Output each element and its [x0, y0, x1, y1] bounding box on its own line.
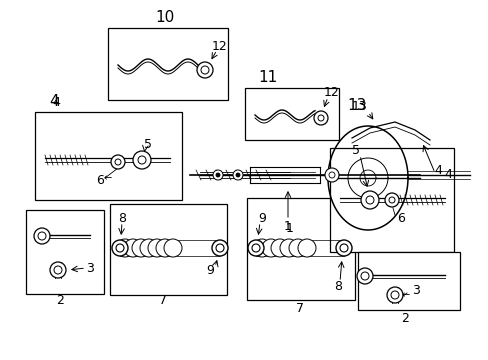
Text: 1: 1	[284, 220, 291, 233]
Text: 2: 2	[56, 293, 64, 306]
Text: ←: ←	[401, 290, 409, 300]
Circle shape	[213, 170, 223, 180]
Circle shape	[280, 239, 297, 257]
Text: 8: 8	[118, 211, 126, 225]
Text: 2: 2	[400, 311, 408, 324]
Circle shape	[386, 287, 402, 303]
Text: 10: 10	[155, 10, 174, 26]
Bar	[246, 198, 354, 300]
Circle shape	[212, 240, 227, 256]
Text: 3: 3	[411, 284, 419, 297]
Circle shape	[201, 66, 208, 74]
Circle shape	[111, 155, 125, 169]
Text: 4: 4	[433, 163, 441, 176]
Text: 6: 6	[96, 174, 104, 186]
Circle shape	[251, 244, 260, 252]
Circle shape	[384, 193, 398, 207]
Text: 4: 4	[443, 168, 451, 181]
Text: ←: ←	[104, 173, 112, 183]
Circle shape	[54, 266, 62, 274]
Circle shape	[390, 291, 398, 299]
Circle shape	[216, 173, 220, 177]
Circle shape	[163, 239, 182, 257]
Text: 13: 13	[346, 98, 366, 112]
Circle shape	[325, 168, 338, 182]
Circle shape	[365, 196, 373, 204]
Bar	[110, 204, 226, 295]
Circle shape	[216, 244, 224, 252]
Text: 9: 9	[205, 265, 214, 278]
Circle shape	[288, 239, 306, 257]
Circle shape	[156, 239, 174, 257]
Circle shape	[38, 232, 46, 240]
Circle shape	[132, 239, 150, 257]
Circle shape	[335, 240, 351, 256]
Circle shape	[115, 159, 121, 165]
Circle shape	[133, 151, 151, 169]
Circle shape	[339, 244, 347, 252]
Text: 9: 9	[258, 211, 265, 225]
Text: 12: 12	[212, 40, 227, 53]
Circle shape	[197, 62, 213, 78]
Bar	[357, 252, 459, 310]
Circle shape	[236, 173, 240, 177]
Text: 7: 7	[295, 302, 304, 315]
Circle shape	[388, 197, 394, 203]
Circle shape	[124, 239, 142, 257]
Circle shape	[232, 170, 243, 180]
Text: 8: 8	[333, 279, 341, 292]
Bar	[35, 112, 182, 200]
Circle shape	[356, 268, 372, 284]
Circle shape	[34, 228, 50, 244]
Bar	[108, 28, 227, 100]
Bar	[244, 88, 338, 140]
Text: 5: 5	[143, 138, 152, 150]
Text: 3: 3	[86, 261, 94, 274]
Text: 1: 1	[285, 221, 293, 234]
Text: 11: 11	[258, 71, 277, 85]
Circle shape	[116, 239, 134, 257]
Circle shape	[247, 240, 264, 256]
Circle shape	[112, 240, 128, 256]
Bar	[26, 210, 104, 294]
Bar	[329, 148, 453, 252]
Circle shape	[116, 244, 124, 252]
Circle shape	[360, 272, 368, 280]
Text: 4: 4	[49, 94, 59, 109]
Circle shape	[50, 262, 66, 278]
Text: 4: 4	[52, 95, 60, 108]
Circle shape	[252, 239, 270, 257]
Circle shape	[138, 156, 146, 164]
Circle shape	[270, 239, 288, 257]
Circle shape	[140, 239, 158, 257]
Text: 6: 6	[396, 211, 404, 225]
Circle shape	[313, 111, 327, 125]
Text: 13: 13	[351, 100, 367, 113]
Text: 12: 12	[324, 86, 339, 99]
Circle shape	[328, 172, 334, 178]
Text: 5: 5	[351, 144, 359, 157]
Circle shape	[262, 239, 280, 257]
Text: 7: 7	[159, 294, 167, 307]
Circle shape	[148, 239, 165, 257]
Circle shape	[317, 115, 324, 121]
Circle shape	[360, 191, 378, 209]
Circle shape	[297, 239, 315, 257]
